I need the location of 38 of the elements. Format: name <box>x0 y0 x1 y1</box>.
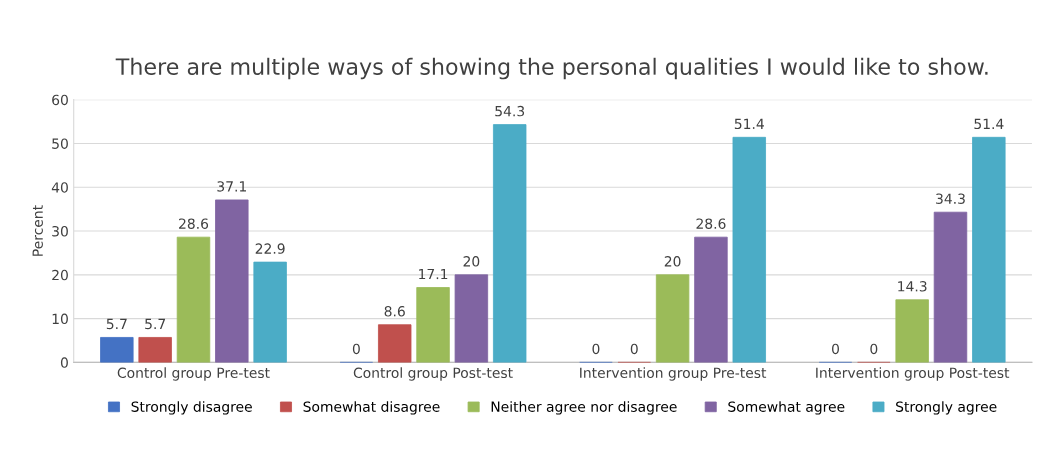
data-label: 51.4 <box>734 118 764 130</box>
y-axis-title: Percent <box>32 205 43 256</box>
y-tick-label: 0 <box>60 357 68 368</box>
data-label: 0 <box>832 343 839 355</box>
data-label: 0 <box>592 343 600 355</box>
data-label: 20 <box>664 256 681 267</box>
x-tick-label: Control group Post-test <box>353 367 513 381</box>
data-label: 34.3 <box>936 193 965 204</box>
data-label: 54.3 <box>495 105 525 117</box>
chart-title: There are multiple ways of showing the personal qualities I would like to show. <box>115 57 988 80</box>
data-label: 28.6 <box>696 218 726 229</box>
legend-label: Neither agree nor disagree <box>491 401 677 415</box>
y-tick-label: 50 <box>52 138 68 149</box>
data-label: 0 <box>870 343 878 355</box>
data-label: 28.6 <box>179 218 209 229</box>
data-label: 8.6 <box>384 305 405 317</box>
data-label: 5.7 <box>145 318 166 330</box>
data-label: 0 <box>630 343 638 355</box>
data-label: 20 <box>463 256 480 267</box>
x-tick-label: Intervention group Pre-test <box>580 367 767 381</box>
data-label: 14.3 <box>898 281 927 292</box>
y-tick-label: 60 <box>52 94 68 106</box>
legend-label: Strongly disagree <box>131 401 252 415</box>
y-tick-label: 20 <box>52 269 68 281</box>
data-label: 51.4 <box>974 118 1004 130</box>
y-tick-label: 10 <box>52 313 68 325</box>
legend-label: Somewhat agree <box>728 401 845 415</box>
legend-label: Somewhat disagree <box>303 401 440 415</box>
x-tick-label: Control group Pre-test <box>117 367 270 381</box>
legend-label: Strongly agree <box>896 401 997 415</box>
data-label: 37.1 <box>217 181 246 192</box>
y-tick-label: 40 <box>51 182 68 193</box>
data-label: 22.9 <box>255 243 285 254</box>
data-label: 17.1 <box>419 268 448 280</box>
x-tick-label: Intervention group Post-test <box>816 367 1010 381</box>
data-label: 5.7 <box>106 318 127 330</box>
y-tick-label: 30 <box>52 226 68 237</box>
data-label: 0 <box>352 343 360 355</box>
